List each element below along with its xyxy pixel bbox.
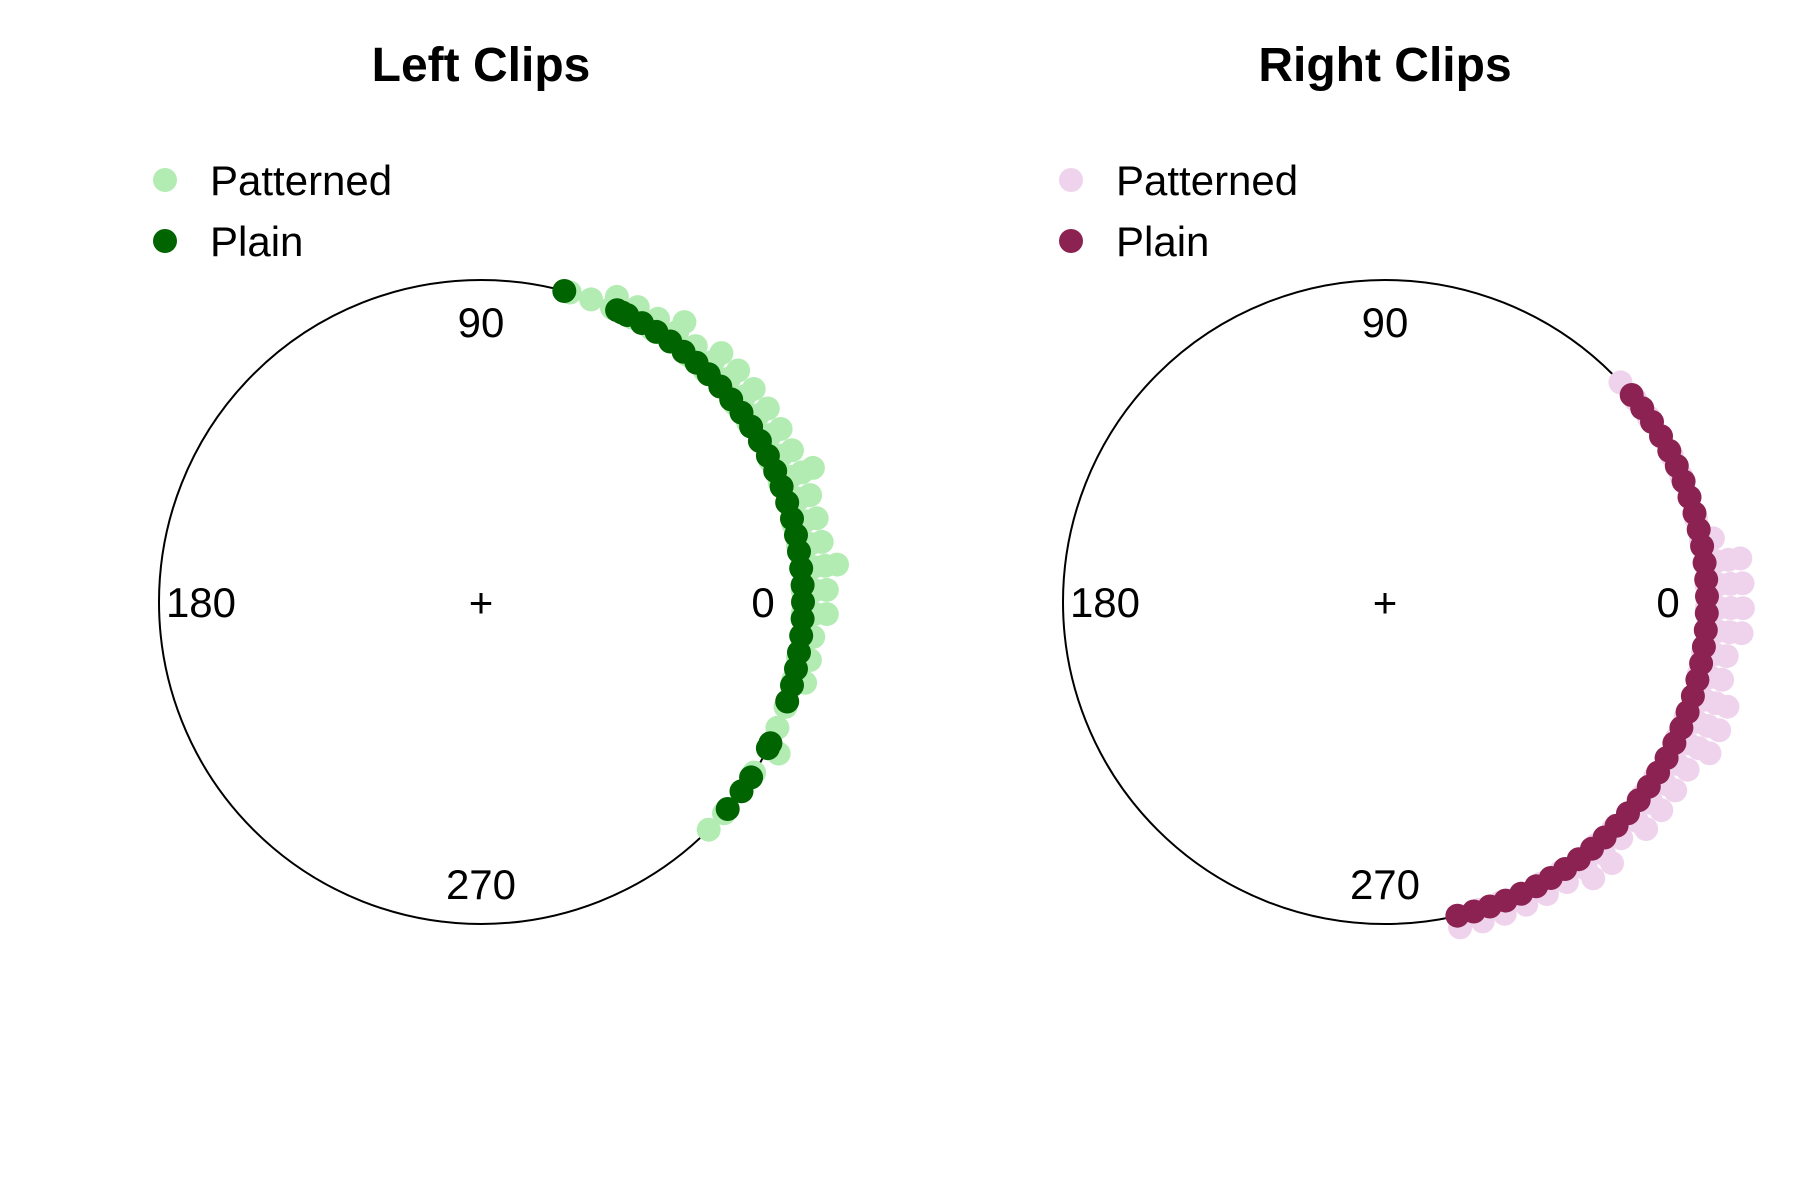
left-clips-dots <box>552 279 849 842</box>
left-clips-label-90: 90 <box>458 299 505 346</box>
data-point-patterned <box>709 341 733 365</box>
data-point-patterned <box>672 310 696 334</box>
data-point-plain <box>552 279 576 303</box>
right-clips-dots <box>1445 370 1755 939</box>
legend-marker-patterned <box>153 168 177 192</box>
data-point-patterned <box>815 578 839 602</box>
data-point-patterned <box>726 359 750 383</box>
data-point-patterned <box>1698 741 1722 765</box>
legend-marker-plain <box>153 229 177 253</box>
left-clips-title: Left Clips <box>372 39 591 92</box>
data-point-patterned <box>579 287 603 311</box>
data-point-patterned <box>1707 718 1731 742</box>
right-clips-panel: Right Clips Patterned Plain + 0 90 180 2… <box>1059 39 1755 939</box>
legend-marker-patterned <box>1059 168 1083 192</box>
left-clips-label-0: 0 <box>751 579 774 626</box>
data-point-patterned <box>825 553 849 577</box>
data-point-plain <box>1445 904 1469 928</box>
data-point-patterned <box>1676 758 1700 782</box>
data-point-patterned <box>769 417 793 441</box>
data-point-patterned <box>1581 866 1605 890</box>
left-clips-label-270: 270 <box>446 861 516 908</box>
data-point-patterned <box>815 602 839 626</box>
data-point-patterned <box>801 456 825 480</box>
data-point-patterned <box>1731 571 1755 595</box>
legend-label-plain: Plain <box>1116 218 1209 265</box>
data-point-plain <box>775 690 799 714</box>
right-clips-label-180: 180 <box>1070 579 1140 626</box>
data-point-plain <box>716 797 740 821</box>
data-point-patterned <box>1731 596 1755 620</box>
right-clips-label-270: 270 <box>1350 861 1420 908</box>
left-clips-panel: Left Clips Patterned Plain + 0 90 180 27… <box>153 39 849 924</box>
data-point-patterned <box>1600 851 1624 875</box>
left-clips-center-mark: + <box>469 579 494 626</box>
data-point-patterned <box>810 530 834 554</box>
right-clips-title: Right Clips <box>1258 39 1511 92</box>
data-point-patterned <box>798 483 822 507</box>
left-clips-label-180: 180 <box>166 579 236 626</box>
data-point-patterned <box>1710 668 1734 692</box>
data-point-patterned <box>756 397 780 421</box>
data-point-patterned <box>1663 778 1687 802</box>
legend-label-plain: Plain <box>210 218 303 265</box>
legend-label-patterned: Patterned <box>1116 157 1298 204</box>
legend-label-patterned: Patterned <box>210 157 392 204</box>
data-point-patterned <box>805 506 829 530</box>
data-point-patterned <box>1728 546 1752 570</box>
right-clips-label-90: 90 <box>1362 299 1409 346</box>
right-clips-legend: Patterned Plain <box>1059 157 1298 265</box>
data-point-patterned <box>1715 695 1739 719</box>
legend-marker-plain <box>1059 229 1083 253</box>
data-point-patterned <box>1715 644 1739 668</box>
data-point-patterned <box>780 438 804 462</box>
right-clips-center-mark: + <box>1373 579 1398 626</box>
data-point-patterned <box>1634 817 1658 841</box>
data-point-patterned <box>1649 798 1673 822</box>
data-point-patterned <box>742 377 766 401</box>
left-clips-legend: Patterned Plain <box>153 157 392 265</box>
data-point-patterned <box>1730 621 1754 645</box>
right-clips-label-0: 0 <box>1656 579 1679 626</box>
data-point-plain <box>756 736 780 760</box>
